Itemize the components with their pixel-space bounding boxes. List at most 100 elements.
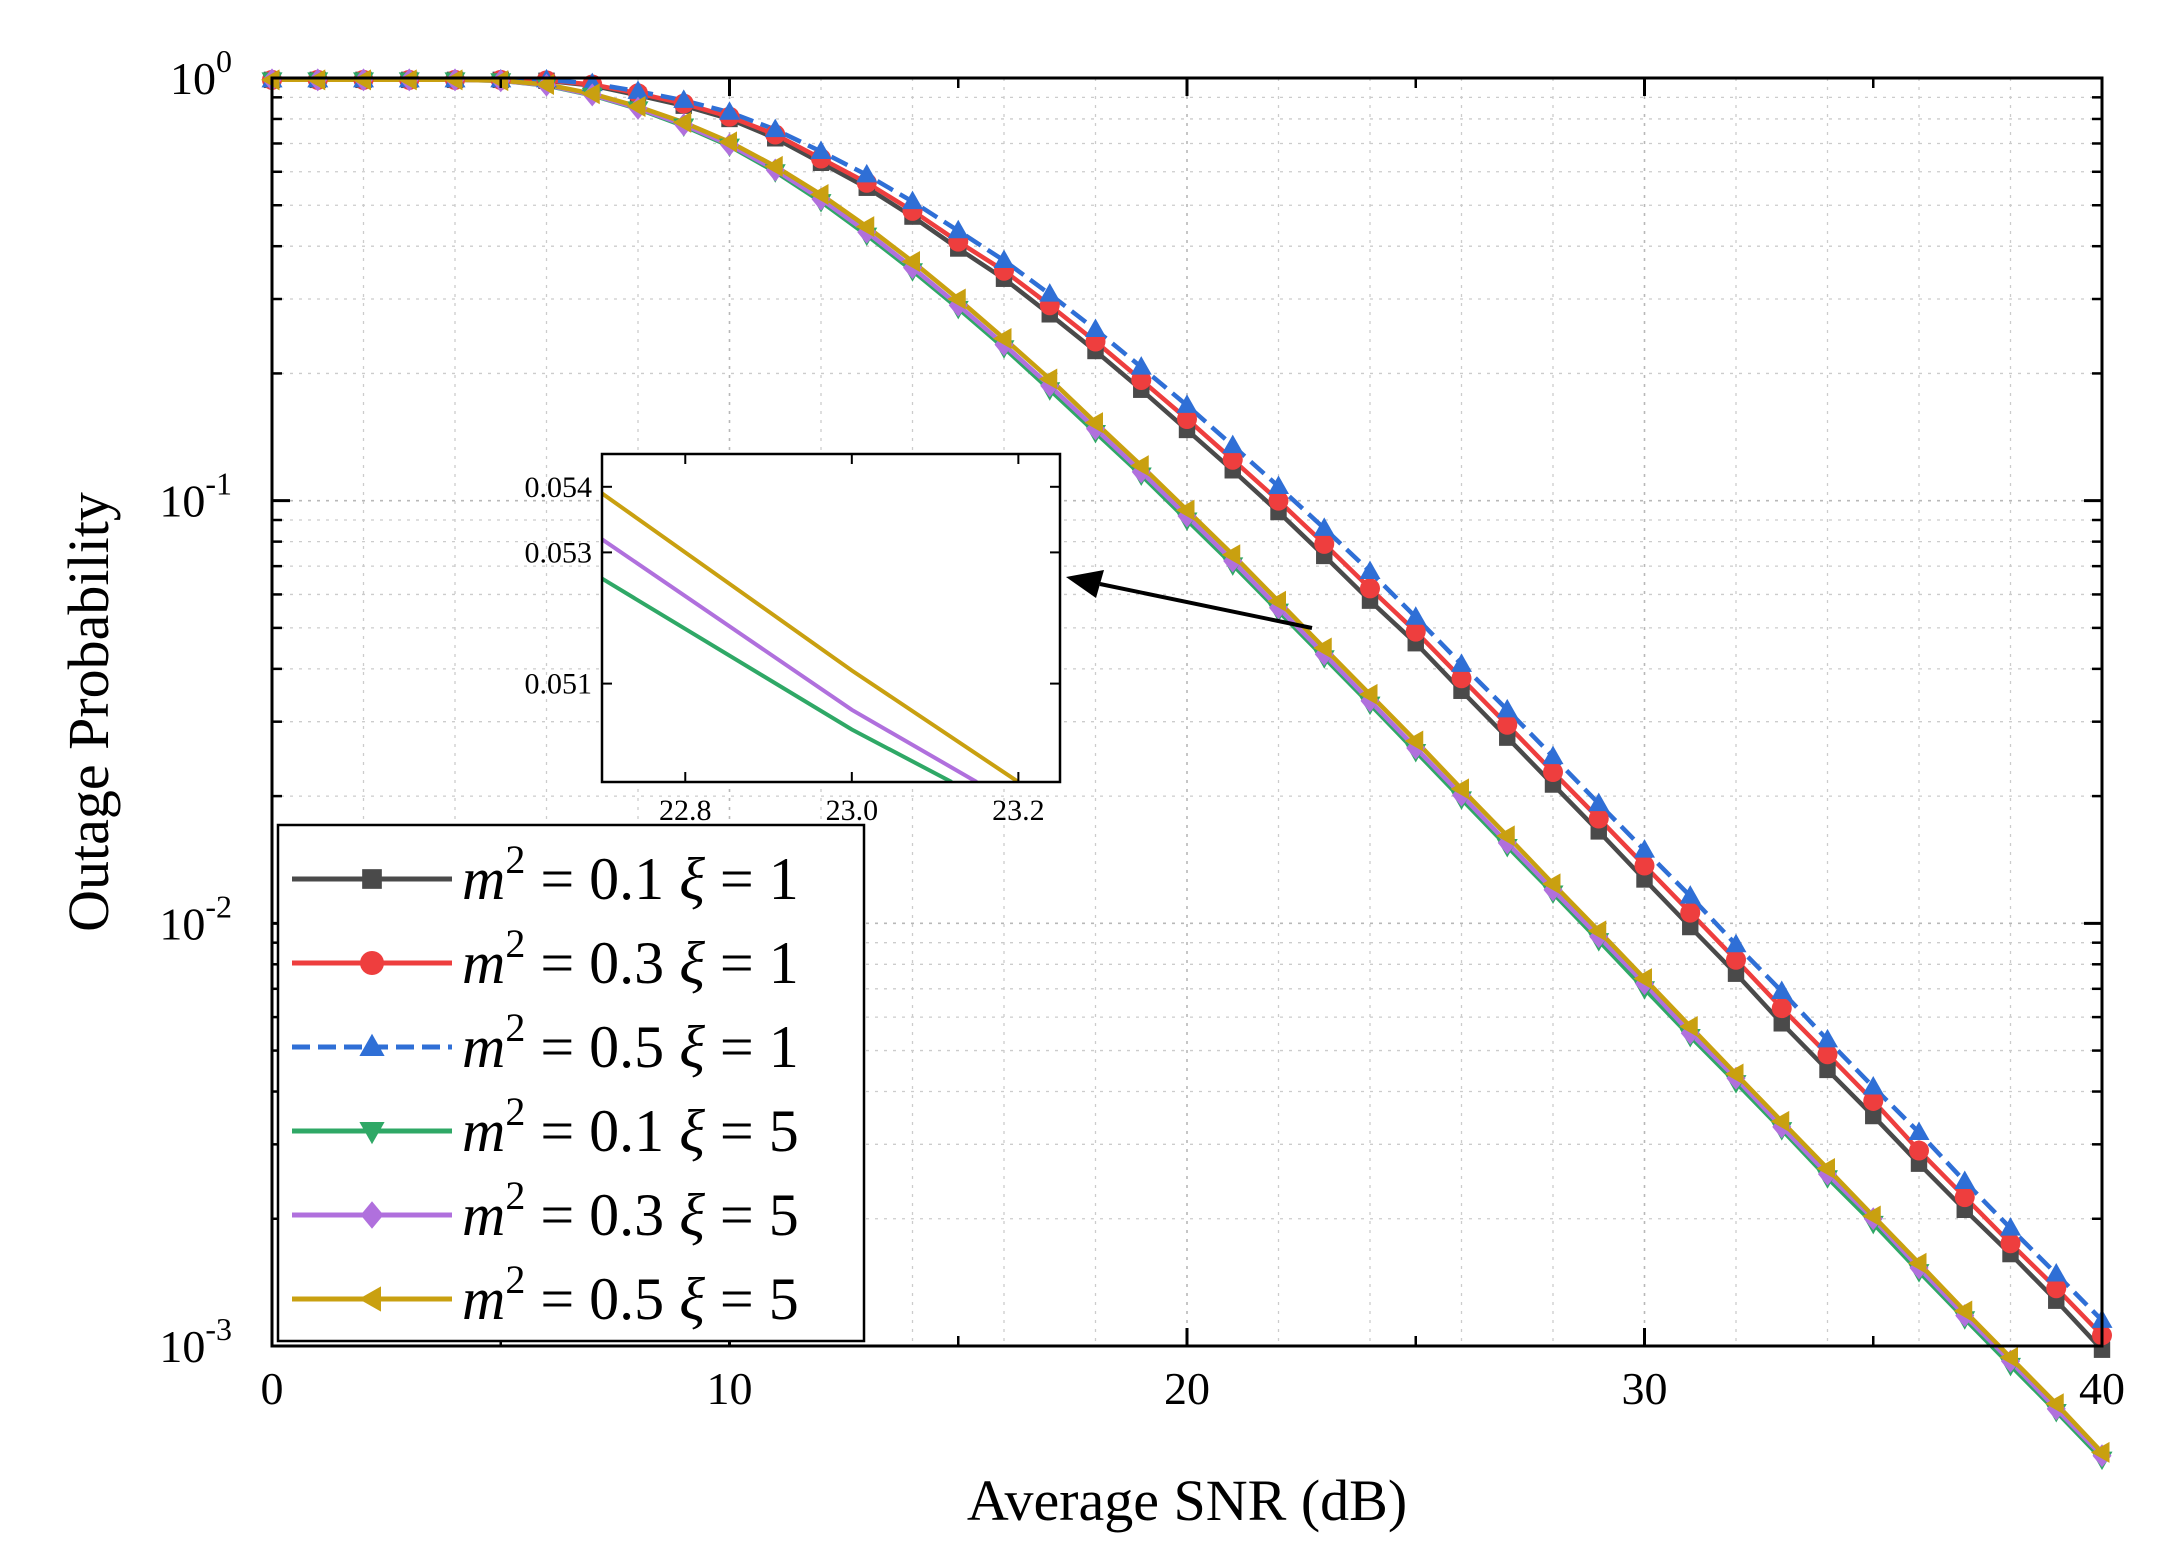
data-point xyxy=(1725,1063,1744,1085)
data-point xyxy=(1679,885,1701,904)
data-point xyxy=(627,80,649,99)
data-point xyxy=(1819,1061,1836,1079)
data-point xyxy=(1908,1121,1930,1140)
data-point xyxy=(1680,902,1701,923)
inset-frame xyxy=(600,452,1062,784)
zoom-inset: 22.8 23.0 23.2 0.054 0.053 0.051 xyxy=(525,452,1062,827)
data-point xyxy=(398,69,417,91)
data-point xyxy=(1863,1090,1884,1111)
inset-x-tick-label: 23.0 xyxy=(826,794,879,827)
y-tick-label: 10-3 xyxy=(159,1311,232,1372)
data-point xyxy=(947,288,966,310)
data-point xyxy=(1405,606,1427,625)
data-point xyxy=(1313,637,1332,659)
data-point xyxy=(2091,1441,2110,1463)
data-point xyxy=(856,163,878,183)
data-point xyxy=(1496,825,1515,847)
data-point xyxy=(1085,318,1106,338)
data-point xyxy=(1634,855,1655,876)
data-point xyxy=(1954,1170,1976,1190)
data-point xyxy=(764,118,786,138)
data-point xyxy=(1636,871,1653,888)
legend-entry: m2 = 0.3 ξ = 5 xyxy=(292,1173,799,1248)
data-point xyxy=(1222,449,1243,470)
y-tick-label: 10-1 xyxy=(159,466,232,527)
data-point xyxy=(764,155,783,177)
data-point xyxy=(672,111,692,133)
legend-marker xyxy=(360,1201,384,1229)
legend-entry: m2 = 0.5 ξ = 5 xyxy=(292,1257,799,1332)
data-point xyxy=(2046,1278,2067,1299)
inset-arrow-line xyxy=(1099,582,1313,630)
y-tick-label: 10-2 xyxy=(159,888,232,949)
data-point xyxy=(1865,1107,1882,1125)
data-point xyxy=(2000,1217,2021,1236)
data-point xyxy=(1999,1346,2018,1368)
data-point xyxy=(1817,1044,1838,1065)
data-point xyxy=(1451,653,1472,672)
data-point xyxy=(627,96,646,118)
data-point xyxy=(352,69,371,91)
data-point xyxy=(1450,778,1469,800)
data-point xyxy=(1268,490,1289,511)
data-point xyxy=(810,184,829,206)
data-point xyxy=(1130,356,1152,375)
legend-entry: m2 = 0.1 ξ = 1 xyxy=(292,837,799,912)
legend-marker xyxy=(360,951,384,975)
legend-entry: m2 = 0.3 ξ = 1 xyxy=(292,921,799,996)
data-point xyxy=(718,131,737,153)
data-point xyxy=(1679,1016,1698,1038)
data-point xyxy=(1130,455,1149,477)
data-point xyxy=(1771,980,1793,999)
x-tick-label: 20 xyxy=(1164,1363,1210,1414)
data-point xyxy=(1725,933,1747,953)
x-axis-title: Average SNR (dB) xyxy=(967,1468,1407,1533)
data-point xyxy=(947,219,969,239)
data-point xyxy=(306,69,326,91)
data-point xyxy=(1404,730,1424,752)
data-point xyxy=(1038,368,1058,390)
data-point xyxy=(1176,394,1198,413)
data-point xyxy=(1268,475,1289,495)
legend-marker xyxy=(362,869,382,889)
data-point xyxy=(1039,283,1061,302)
data-point xyxy=(1770,1110,1790,1132)
data-point xyxy=(993,327,1012,349)
legend-label: m2 = 0.1 ξ = 1 xyxy=(462,837,799,912)
data-point xyxy=(1359,560,1381,579)
y-tick-label: 100 xyxy=(170,43,232,104)
inset-background xyxy=(602,454,1060,782)
legend-label: m2 = 0.5 ξ = 1 xyxy=(462,1005,799,1080)
legend-marker xyxy=(359,1033,385,1056)
data-point xyxy=(1221,544,1241,566)
data-point xyxy=(1451,668,1472,689)
legend-marker xyxy=(358,1286,381,1312)
inset-x-tick-label: 23.2 xyxy=(992,794,1045,827)
data-point xyxy=(1908,1252,1927,1274)
data-point xyxy=(1405,621,1426,642)
inset-y-tick-label: 0.053 xyxy=(525,536,593,569)
series-markers xyxy=(261,68,2113,1471)
data-point xyxy=(1222,434,1244,454)
data-point xyxy=(1682,918,1699,936)
data-point xyxy=(1909,1140,1929,1161)
legend-entry: m2 = 0.5 ξ = 1 xyxy=(292,1005,799,1080)
data-point xyxy=(1084,412,1103,434)
inset-series-line xyxy=(602,491,1020,782)
data-point xyxy=(1313,517,1335,536)
data-point xyxy=(261,69,280,91)
data-point xyxy=(2045,1263,2067,1282)
legend-label: m2 = 0.3 ξ = 1 xyxy=(462,921,799,996)
data-point xyxy=(1953,1300,1973,1322)
legend-label: m2 = 0.1 ξ = 5 xyxy=(462,1089,799,1164)
data-point xyxy=(902,190,923,210)
data-point xyxy=(1267,590,1286,612)
y-axis-title: Outage Probability xyxy=(56,492,121,932)
legend-entry: m2 = 0.1 ξ = 5 xyxy=(292,1089,799,1164)
data-point xyxy=(1497,714,1518,735)
data-point xyxy=(1314,533,1335,554)
legend-marker xyxy=(359,1122,385,1145)
legend-box xyxy=(276,823,866,1343)
data-point xyxy=(1816,1157,1835,1179)
